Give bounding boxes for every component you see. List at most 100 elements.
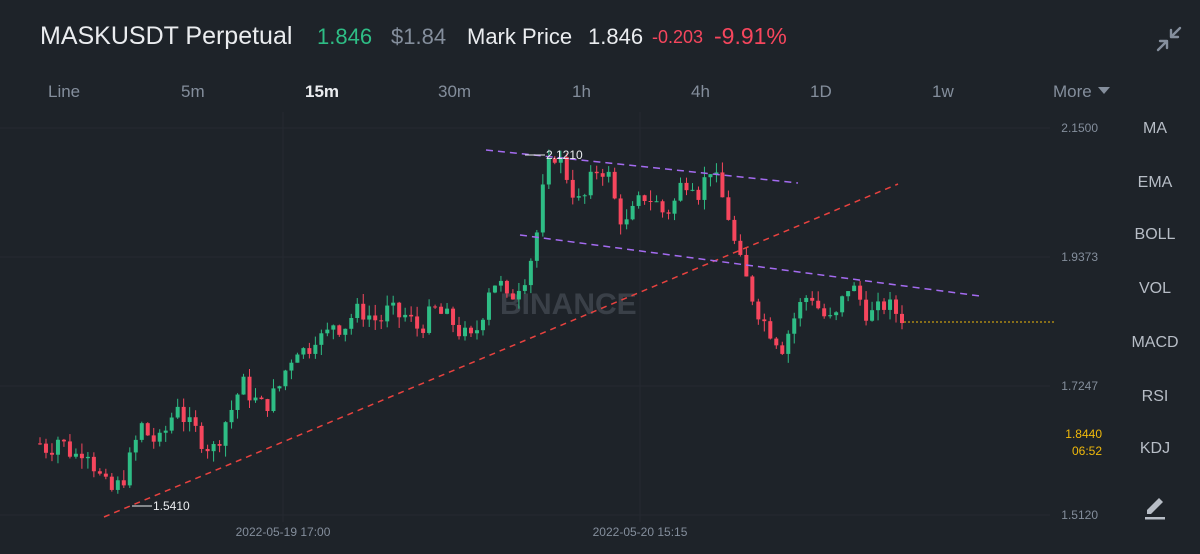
candle-body [654,201,659,203]
candle-body [648,201,653,203]
candle-body [337,325,342,335]
candle-body [409,314,414,317]
candle-body [522,285,527,291]
candle-body [373,315,378,321]
interval-1h[interactable]: 1h [572,82,591,101]
candle-body [498,280,503,286]
candle-body [594,171,599,174]
candle-body [756,301,761,320]
candle-body [283,370,288,387]
interval-more[interactable]: More [1053,82,1110,102]
last-price: 1.846 [317,24,373,49]
interval-15m[interactable]: 15m [305,82,340,101]
candle-body [528,260,533,286]
interval-5m[interactable]: 5m [181,82,205,101]
indicator-boll[interactable]: BOLL [1134,226,1176,243]
candle-body [564,157,569,180]
y-tick-label: 1.5120 [1061,508,1098,522]
candle-body [181,406,186,423]
candle-body [427,306,432,333]
candle-body [666,212,671,214]
indicator-ma[interactable]: MA [1143,120,1167,137]
candlestick-chart[interactable]: BINANCE 2.1210 1.5410 2.1500 1.9373 1.7247 1… [0,112,1110,554]
candle-body [97,471,102,474]
candle-body [546,158,551,185]
candle-body [241,376,246,395]
candle-body [313,344,318,354]
interval-line[interactable]: Line [48,82,81,101]
interval-1d[interactable]: 1D [810,82,832,101]
candle-body [43,443,48,453]
candle-body [786,333,791,354]
binance-watermark: BINANCE [500,288,637,321]
change-percent: -9.91% [714,23,787,49]
candle-body [271,388,276,412]
indicator-ema[interactable]: EMA [1137,174,1173,191]
candle-body [708,174,713,178]
indicator-kdj[interactable]: KDJ [1139,440,1171,457]
candle-body [301,348,306,355]
candle-body [612,171,617,199]
candle-body [636,195,641,206]
chart-canvas[interactable]: BINANCE 2.1210 1.5410 2.1500 1.9373 1.7247 1… [0,112,1110,554]
interval-4h[interactable]: 4h [691,82,710,101]
candle-body [792,318,797,334]
candle-body [834,312,839,316]
candle-body [229,409,234,423]
candle-body [678,182,683,201]
candle-body [157,432,162,442]
candle-body [169,417,174,431]
candle-body [79,453,84,459]
candle-body [750,276,755,302]
symbol-title[interactable]: MASKUSDT Perpetual [40,22,293,50]
trendlines-layer: 2.1210 1.5410 [103,148,1055,518]
candle-body [894,299,899,314]
low-price-label: 1.5410 [153,499,190,513]
interval-1w[interactable]: 1w [932,82,954,101]
indicator-vol[interactable]: VOL [1138,280,1171,297]
candle-body [145,423,150,436]
indicator-macd[interactable]: MACD [1131,334,1179,351]
candle-body [846,291,851,297]
candle-body [624,219,629,225]
candle-body [480,319,485,331]
mark-price-label: Mark Price [467,24,573,49]
interval-30m[interactable]: 30m [438,82,472,101]
candle-body [642,195,647,202]
candle-body [702,177,707,200]
candle-body [492,285,497,293]
candle-body [187,417,192,423]
y-tick-label: 1.7247 [1061,379,1098,393]
candle-body [576,196,581,198]
candle-body [828,315,833,317]
candle-body [570,179,575,198]
candle-body [864,299,869,321]
candle-body [504,280,509,294]
candles-layer [38,149,904,494]
indicator-rsi[interactable]: RSI [1141,388,1169,405]
mark-price-value: 1.846 [588,24,644,49]
edit-icon[interactable] [1138,490,1172,524]
candle-body [199,425,204,449]
candle-body [439,306,444,314]
candle-body [474,330,479,334]
candle-body [259,397,264,400]
candle-body [85,456,90,459]
candle-body [774,338,779,346]
candle-body [223,422,228,446]
candle-body [540,184,545,233]
candle-body [516,290,521,300]
candle-body [840,296,845,313]
candle-body [61,439,66,442]
candle-body [882,301,887,310]
candle-body [582,195,587,197]
candle-body [810,297,815,301]
candle-body [205,448,210,452]
collapse-icon[interactable] [1152,22,1186,56]
candle-body [175,406,180,418]
candle-body [726,197,731,220]
chevron-down-icon [1097,87,1110,94]
current-price-tag: 1.8440 06:52 [1058,426,1102,460]
channel-lower-line [519,234,981,297]
candle-body [780,345,785,354]
